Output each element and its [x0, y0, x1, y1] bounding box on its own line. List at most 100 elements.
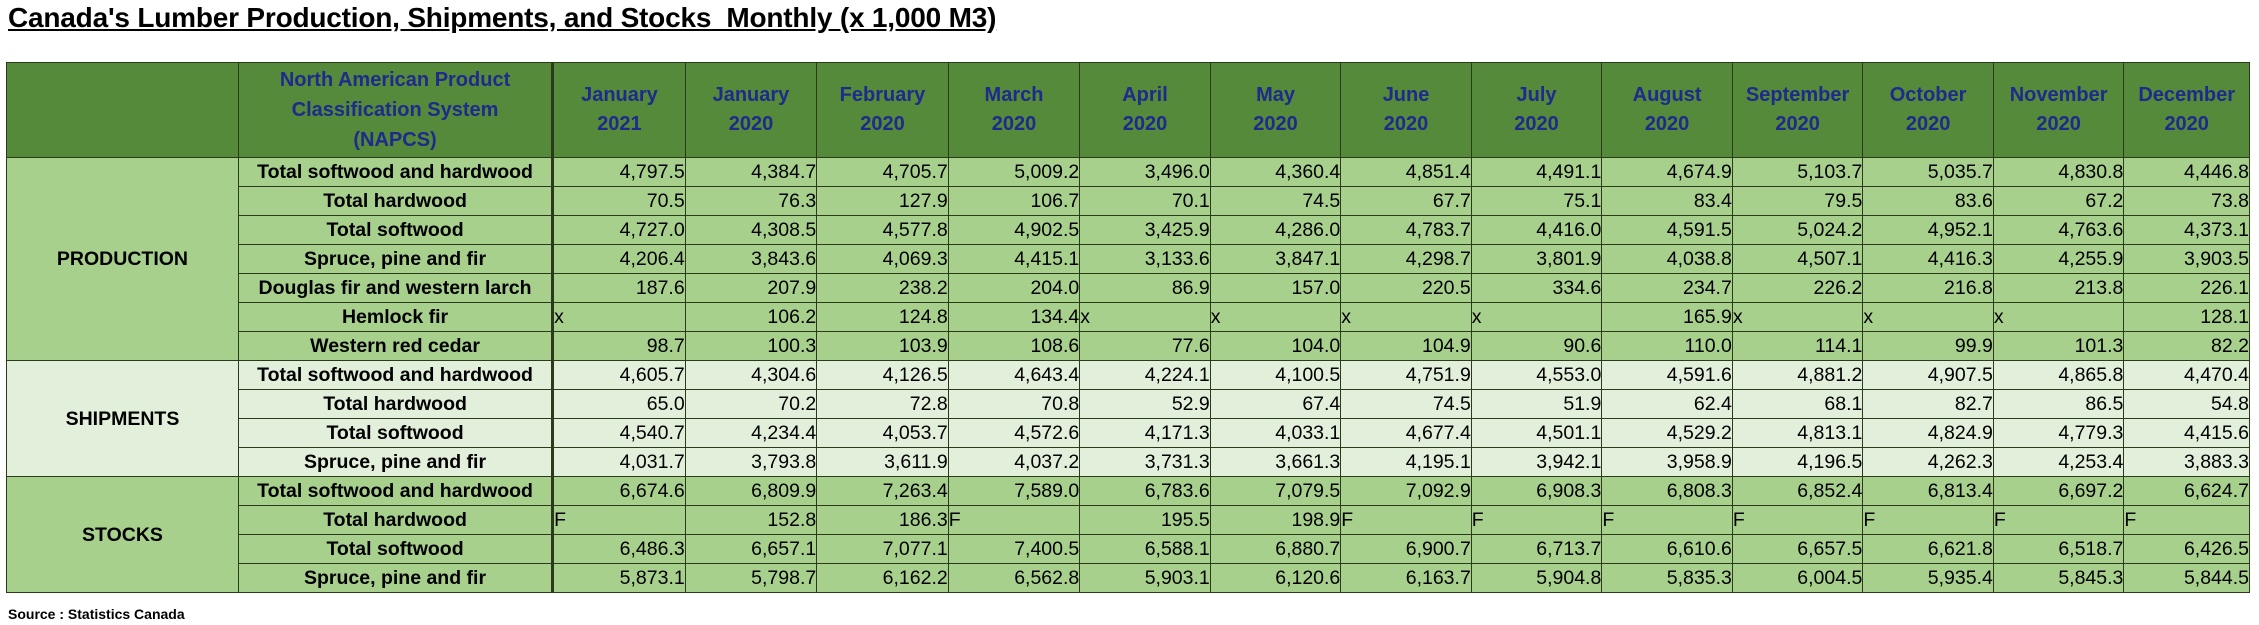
data-cell: 3,793.8	[684, 447, 818, 477]
data-cell: 6,163.7	[1340, 563, 1472, 593]
data-cell: 4,591.6	[1601, 360, 1733, 390]
data-cell: 6,562.8	[947, 563, 1081, 593]
row-label: Total softwood and hardwood	[237, 360, 555, 390]
section-label: SHIPMENTS	[6, 360, 239, 477]
table-row: Spruce, pine and fir 5,873.1 5,798.7 6,162.…	[7, 563, 2250, 593]
data-cell: 5,904.8	[1470, 563, 1603, 593]
data-cell: 3,942.1	[1470, 447, 1603, 477]
data-cell: 4,031.7	[552, 447, 686, 477]
data-cell: 4,308.5	[684, 215, 818, 245]
data-cell: 6,518.7	[1992, 534, 2125, 564]
column-header: February 2020	[816, 62, 949, 158]
row-label: Total hardwood	[237, 389, 555, 419]
data-cell: 51.9	[1470, 389, 1603, 419]
data-cell: 216.8	[1862, 273, 1994, 303]
data-cell: 4,415.6	[2123, 418, 2250, 448]
data-cell: F	[1601, 505, 1733, 535]
column-header-month: May	[1256, 84, 1295, 106]
data-cell: 152.8	[684, 505, 818, 535]
data-cell: 4,540.7	[552, 418, 686, 448]
data-cell: 226.2	[1731, 273, 1864, 303]
data-cell: 67.2	[1992, 186, 2125, 216]
column-header-year: 2020	[1383, 113, 1429, 135]
data-cell: 7,589.0	[947, 476, 1081, 506]
data-cell: 4,727.0	[552, 215, 686, 245]
data-cell: 90.6	[1470, 331, 1603, 361]
data-cell: 4,813.1	[1731, 418, 1864, 448]
data-cell: x	[1731, 302, 1864, 332]
data-cell: 4,491.1	[1470, 157, 1603, 187]
data-cell: 4,902.5	[947, 215, 1081, 245]
column-header-year: 2020	[1644, 113, 1690, 135]
data-cell: 6,880.7	[1209, 534, 1342, 564]
data-cell: 3,661.3	[1209, 447, 1342, 477]
column-header: September 2020	[1731, 62, 1864, 158]
data-cell: 5,024.2	[1731, 215, 1864, 245]
column-header-month: January	[581, 84, 658, 106]
data-cell: 4,286.0	[1209, 215, 1342, 245]
data-cell: 62.4	[1601, 389, 1733, 419]
row-label: Hemlock fir	[237, 302, 555, 332]
column-header-year: 2020	[1775, 113, 1820, 135]
data-cell: 67.7	[1340, 186, 1472, 216]
data-cell: 4,234.4	[684, 418, 818, 448]
data-cell: 5,835.3	[1601, 563, 1733, 593]
data-cell: F	[2123, 505, 2250, 535]
data-cell: 4,100.5	[1209, 360, 1342, 390]
data-cell: 4,196.5	[1731, 447, 1864, 477]
column-header-month: January	[712, 84, 790, 106]
data-cell: 3,611.9	[816, 447, 949, 477]
data-cell: 4,830.8	[1992, 157, 2125, 187]
table-row: Total hardwood 65.0 70.2 72.8 70.8 52.9 67.4 74…	[7, 389, 2250, 419]
source-note: Source : Statistics Canada	[8, 606, 185, 622]
column-header: May 2020	[1209, 62, 1342, 158]
data-cell: 7,079.5	[1209, 476, 1342, 506]
column-header-year: 2020	[2164, 113, 2209, 135]
data-cell: 187.6	[552, 273, 686, 303]
column-header-year: 2020	[991, 113, 1037, 135]
data-cell: 3,425.9	[1079, 215, 1211, 245]
data-cell: x	[1862, 302, 1994, 332]
napcs-header-line: (NAPCS)	[353, 129, 437, 151]
table-row: Total hardwood F 152.8 186.3 F 195.5 198.9 F F F F…	[7, 505, 2250, 535]
data-cell: 70.2	[684, 389, 818, 419]
data-cell: 7,077.1	[816, 534, 949, 564]
lumber-data-table: North American Product Classification Sy…	[6, 62, 2250, 593]
data-cell: 68.1	[1731, 389, 1864, 419]
data-cell: 4,529.2	[1601, 418, 1733, 448]
data-cell: 4,797.5	[552, 157, 686, 187]
column-header-month: August	[1632, 84, 1702, 106]
table-row: Total hardwood 70.5 76.3 127.9 106.7 70.1 74.5…	[7, 186, 2250, 216]
data-cell: 82.2	[2123, 331, 2250, 361]
data-cell: 4,416.3	[1862, 244, 1994, 274]
data-cell: 6,783.6	[1079, 476, 1211, 506]
data-cell: 124.8	[816, 302, 949, 332]
page-title: Canada's Lumber Production, Shipments, a…	[8, 2, 997, 33]
data-cell: 4,126.5	[816, 360, 949, 390]
data-cell: 4,253.4	[1992, 447, 2125, 477]
data-cell: 4,507.1	[1731, 244, 1864, 274]
data-cell: 5,845.3	[1992, 563, 2125, 593]
data-cell: 6,624.7	[2123, 476, 2250, 506]
napcs-header: North American Product Classification Sy…	[237, 62, 555, 158]
data-cell: 6,674.6	[552, 476, 686, 506]
data-cell: x	[1079, 302, 1211, 332]
data-cell: 4,038.8	[1601, 244, 1733, 274]
data-cell: 234.7	[1601, 273, 1733, 303]
data-cell: 99.9	[1862, 331, 1994, 361]
column-header: October 2020	[1862, 62, 1994, 158]
data-cell: 4,037.2	[947, 447, 1081, 477]
column-header: November 2020	[1992, 62, 2125, 158]
data-cell: 6,900.7	[1340, 534, 1472, 564]
data-cell: 5,873.1	[552, 563, 686, 593]
column-header-month: November	[2009, 84, 2108, 106]
data-cell: 4,605.7	[552, 360, 686, 390]
data-cell: F	[1470, 505, 1603, 535]
data-cell: 204.0	[947, 273, 1081, 303]
data-cell: 127.9	[816, 186, 949, 216]
row-label: Total softwood	[237, 418, 555, 448]
data-cell: 6,852.4	[1731, 476, 1864, 506]
data-cell: 79.5	[1731, 186, 1864, 216]
data-cell: 207.9	[684, 273, 818, 303]
data-cell: 4,591.5	[1601, 215, 1733, 245]
